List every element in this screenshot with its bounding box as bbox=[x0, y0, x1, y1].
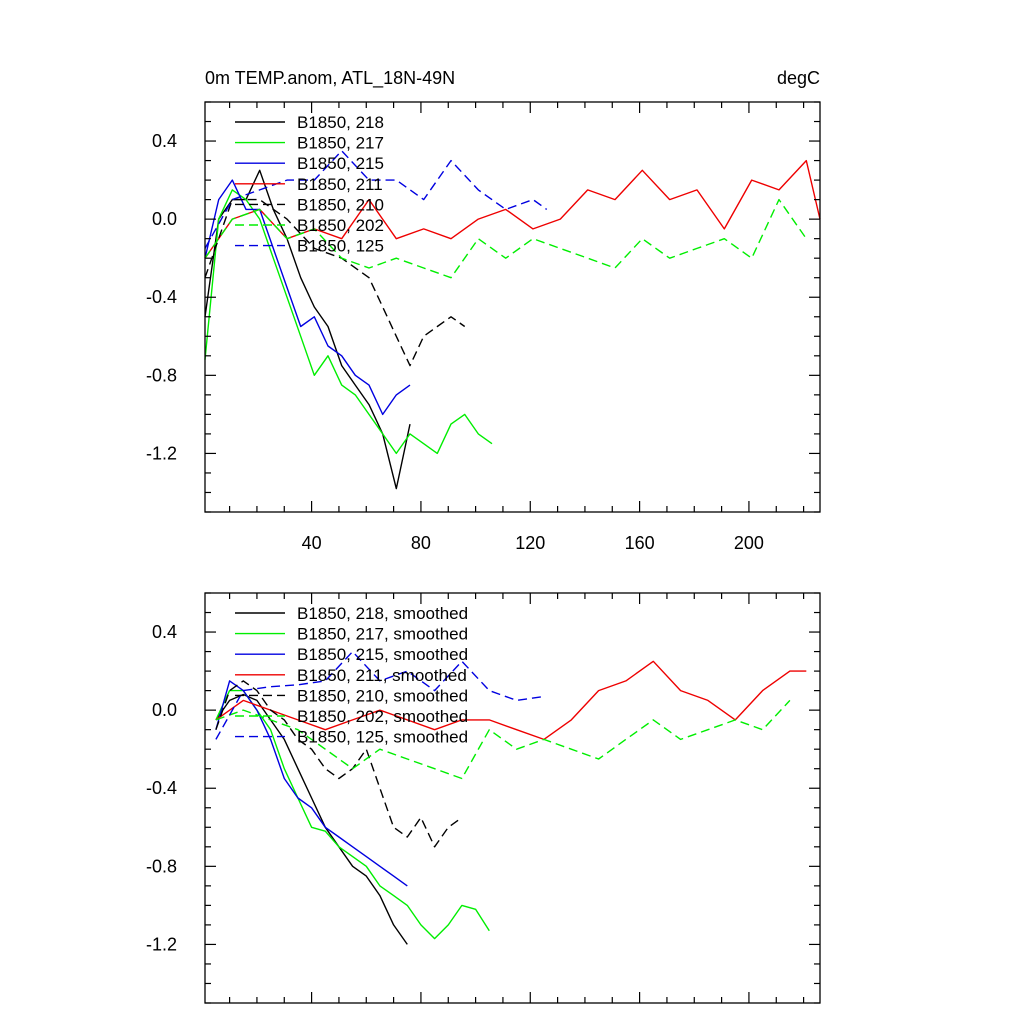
top-panel: 0m TEMP.anom, ATL_18N-49N degC 0.4 0.0 -0.… bbox=[146, 68, 821, 553]
series-line-210-dashed bbox=[215, 680, 463, 848]
legend-label: B1850, 202, smoothed bbox=[297, 707, 468, 726]
x-tick-label: 40 bbox=[302, 533, 322, 553]
legend-label: B1850, 211, smoothed bbox=[297, 666, 467, 685]
legend-label: B1850, 125 bbox=[297, 237, 384, 256]
y-tick-label: 0.0 bbox=[152, 700, 177, 720]
legend-label: B1850, 218 bbox=[297, 113, 384, 132]
y-tick-label: -1.2 bbox=[146, 443, 177, 463]
top-panel-frame bbox=[204, 101, 821, 513]
legend-label: B1850, 202 bbox=[297, 216, 384, 235]
series-line-202-dashed bbox=[204, 198, 807, 279]
series-line-202-dashed bbox=[215, 699, 791, 780]
x-tick-label: 120 bbox=[515, 533, 545, 553]
legend-label: B1850, 218, smoothed bbox=[297, 604, 468, 623]
bottom-panel-legend: B1850, 218, smoothed B1850, 217, smoothed… bbox=[235, 604, 468, 747]
bottom-panel-frame bbox=[204, 592, 821, 1004]
y-tick-label: -0.8 bbox=[146, 365, 177, 385]
chart-title: 0m TEMP.anom, ATL_18N-49N bbox=[205, 68, 455, 89]
units-label: degC bbox=[777, 68, 820, 88]
y-tick-label: -1.2 bbox=[146, 934, 177, 954]
legend-label: B1850, 217 bbox=[297, 134, 384, 153]
x-tick-label: 80 bbox=[411, 533, 431, 553]
y-tick-label: 0.4 bbox=[152, 622, 177, 642]
legend-label: B1850, 125, smoothed bbox=[297, 728, 468, 747]
series-line-215 bbox=[204, 179, 411, 416]
series-line-125-dashed bbox=[215, 650, 544, 740]
legend-label: B1850, 215, smoothed bbox=[297, 645, 468, 664]
y-tick-label: -0.4 bbox=[146, 287, 177, 307]
y-tick-label: -0.8 bbox=[146, 856, 177, 876]
legend-label: B1850, 211 bbox=[297, 175, 383, 194]
bottom-panel-marks bbox=[215, 650, 807, 945]
top-panel-marks bbox=[204, 150, 821, 490]
y-tick-label: -0.4 bbox=[146, 778, 177, 798]
legend-label: B1850, 210 bbox=[297, 195, 384, 214]
series-line-210-dashed bbox=[204, 198, 466, 367]
x-tick-label: 200 bbox=[734, 533, 764, 553]
series-line-215 bbox=[215, 680, 408, 887]
legend-label: B1850, 215 bbox=[297, 154, 384, 173]
y-tick-label: 0.4 bbox=[152, 131, 177, 151]
y-tick-label: 0.0 bbox=[152, 209, 177, 229]
x-tick-label: 160 bbox=[625, 533, 655, 553]
bottom-panel: 0.40.0-0.4-0.8-1.2 B1850, 218, smoothedB… bbox=[146, 592, 821, 1004]
series-line-211 bbox=[215, 660, 807, 741]
top-panel-ticks: 0.4 0.0 -0.4 -0.8 -1.2 40 80 120 160 200 bbox=[146, 101, 820, 553]
series-line-125-dashed bbox=[204, 150, 548, 249]
legend-label: B1850, 217, smoothed bbox=[297, 625, 468, 644]
legend-label: B1850, 210, smoothed bbox=[297, 686, 468, 705]
